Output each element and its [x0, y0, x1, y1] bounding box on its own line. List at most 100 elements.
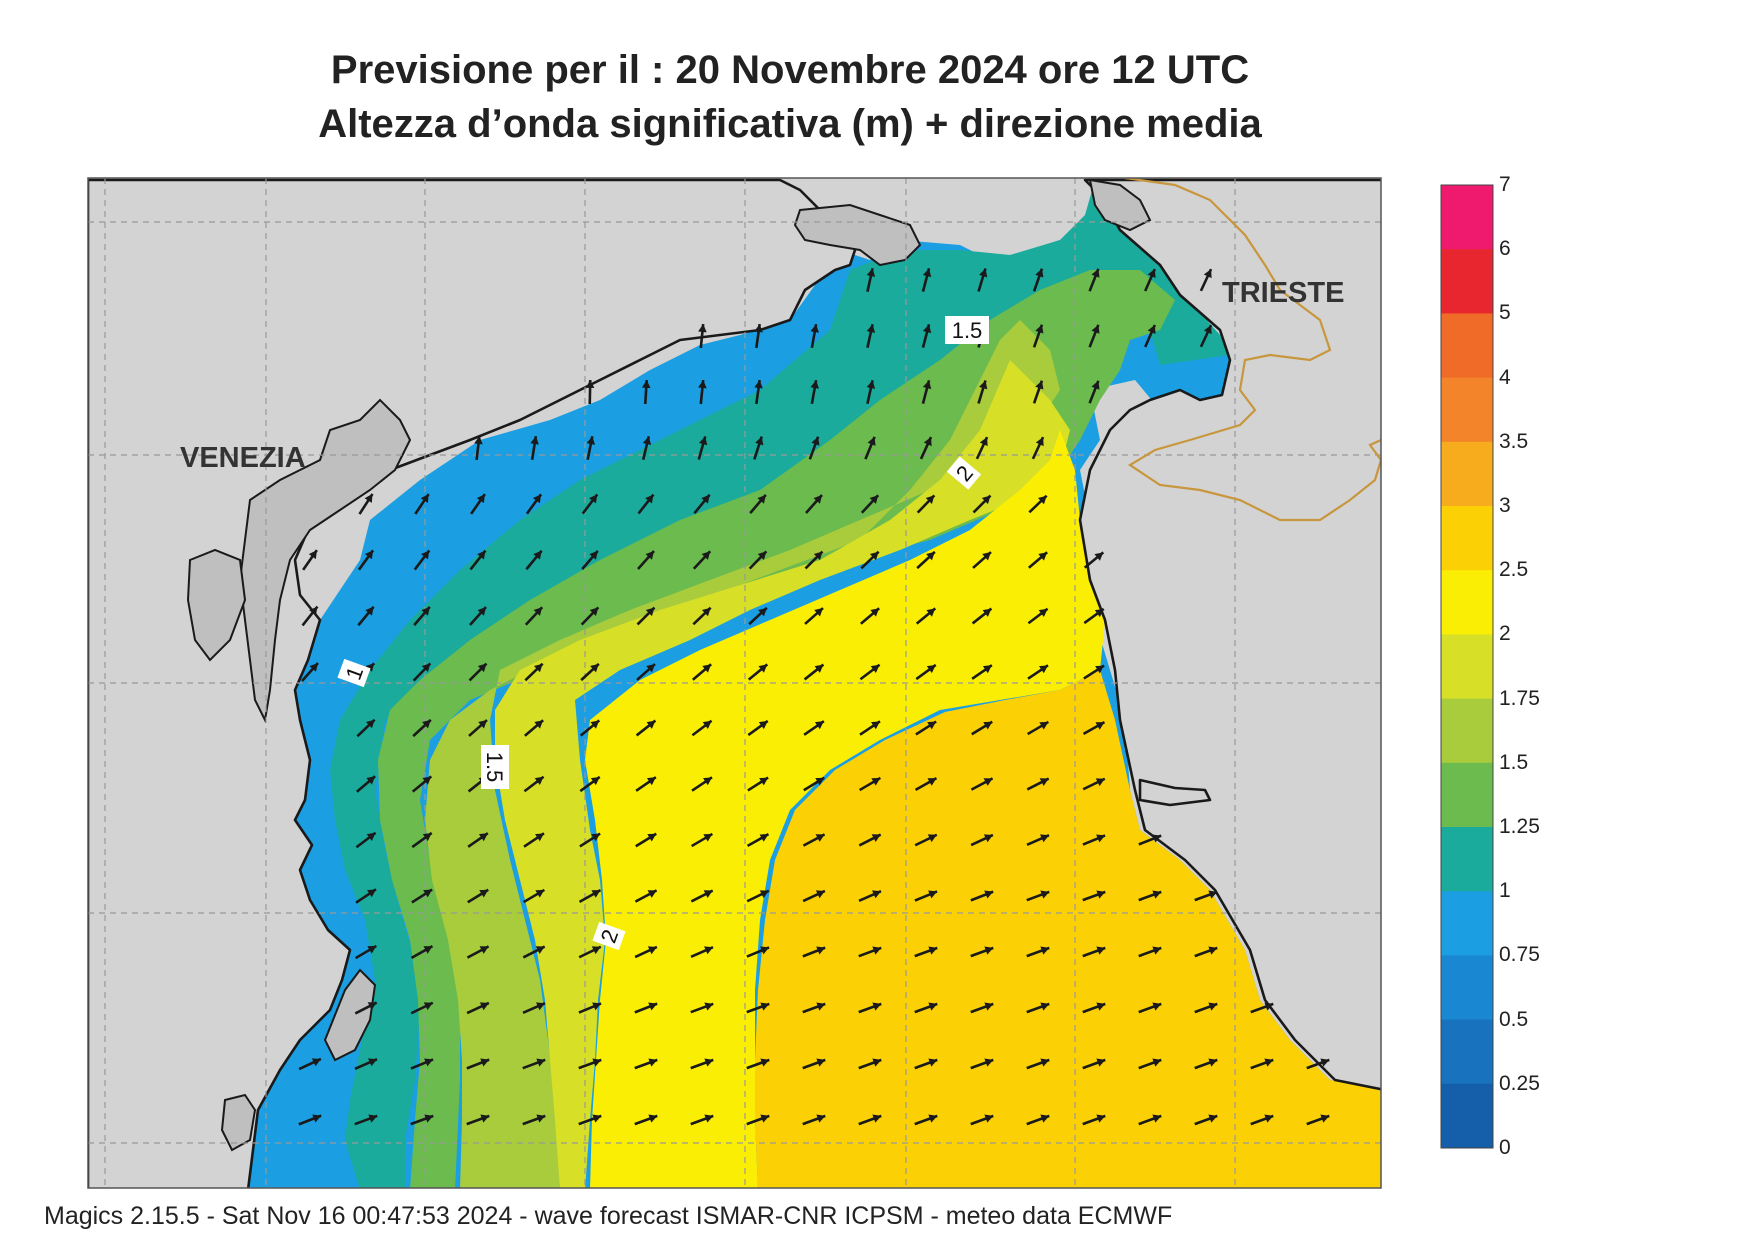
wave-arrow-head	[757, 551, 767, 561]
wave-arrow-head	[424, 1114, 434, 1123]
wave-arrow-head	[589, 607, 599, 617]
wave-arrow-head	[984, 890, 994, 899]
wave-arrow-head	[1040, 1114, 1050, 1123]
wave-arrow-head	[759, 777, 769, 786]
wave-arrow-head	[592, 1058, 602, 1067]
wave-arrow-head	[1208, 1002, 1218, 1011]
band-2-2.5	[585, 430, 1105, 1188]
wave-arrow-head	[1094, 608, 1104, 618]
national-border	[1124, 178, 1381, 522]
place-label-venezia: VENEZIA	[180, 442, 306, 474]
wave-arrow-head	[1152, 1058, 1162, 1067]
wave-arrow-head	[533, 550, 542, 560]
wave-arrow-head	[1037, 495, 1047, 505]
wave-arrow-head	[984, 1114, 994, 1123]
wave-arrow-head	[984, 1002, 994, 1011]
wave-arrow-head	[366, 832, 376, 841]
wave-arrow-head	[872, 946, 882, 955]
wave-arrow-head	[477, 663, 487, 673]
wave-arrow-head	[816, 946, 826, 955]
wave-arrow-head	[871, 834, 881, 842]
wave-arrow-head	[759, 890, 769, 899]
wave-arrow-head	[1095, 665, 1105, 674]
wave-arrow-head	[646, 777, 656, 786]
wave-arrow-head	[591, 833, 601, 842]
wave-arrow-head	[814, 721, 824, 730]
wave-arrow-head	[816, 1058, 826, 1067]
wave-arrow-head	[760, 1002, 770, 1011]
coastline	[88, 178, 1381, 1188]
wave-arrow-head	[591, 946, 601, 955]
wave-arrow-head	[922, 380, 932, 390]
wave-arrow-head	[704, 1002, 714, 1011]
wave-arrow-head	[1091, 324, 1100, 334]
wave-arrow-head	[810, 380, 819, 389]
colorbar-tick-label: 1.5	[1499, 750, 1529, 774]
wave-arrow-head	[1147, 269, 1156, 278]
wave-arrow-head	[979, 437, 988, 447]
wave-arrow-head	[760, 1058, 770, 1067]
colorbar-swatch	[1441, 1019, 1493, 1085]
colorbar-swatch	[1441, 506, 1493, 571]
wave-arrow-head	[814, 608, 823, 617]
colorbar-swatch	[1441, 570, 1493, 635]
wave-arrow-head	[1035, 437, 1044, 447]
wave-arrow-head	[703, 833, 713, 842]
wave-arrow-head	[928, 1114, 938, 1123]
wave-arrow-head	[1039, 721, 1049, 730]
wave-arrow-head	[1096, 946, 1106, 955]
wave-arrow-head	[866, 268, 876, 277]
wave-arrow-head	[1152, 946, 1162, 955]
wave-arrow-head	[701, 607, 711, 617]
wave-arrow-head	[870, 608, 880, 617]
wave-arrow-head	[983, 834, 993, 843]
wave-arrow-head	[533, 663, 543, 673]
wave-arrow-head	[1147, 325, 1156, 334]
wave-arrow-head	[704, 1114, 714, 1123]
wave-arrow-head	[922, 324, 932, 334]
wave-arrow-head	[422, 719, 431, 729]
colorbar-tick-label: 6	[1499, 237, 1511, 261]
wave-arrow-head	[590, 663, 599, 673]
wave-arrow-head	[701, 551, 711, 560]
wave-arrow-head	[1208, 1114, 1218, 1123]
wave-arrow-head	[984, 946, 994, 955]
wave-arrow-head	[647, 890, 657, 898]
wave-arrow-head	[755, 436, 764, 446]
colorbar-swatch	[1441, 955, 1493, 1021]
wave-arrow-head	[983, 778, 993, 786]
wave-arrow-head	[1094, 552, 1104, 561]
colorbar-swatch	[1441, 698, 1493, 764]
colorbar-swatch	[1441, 377, 1493, 443]
wave-arrow-head	[536, 1002, 545, 1011]
wave-arrow-head	[871, 777, 881, 786]
istria-peninsula	[1138, 778, 1212, 807]
wave-arrow-head	[1152, 834, 1162, 843]
wave-arrow-head	[927, 778, 937, 786]
colorbar-swatch	[1441, 313, 1493, 379]
sea-area	[248, 180, 1381, 1188]
wave-arrow-head	[928, 946, 938, 955]
colorbar-tick-label: 2.5	[1499, 558, 1529, 582]
wave-arrow-head	[1040, 1002, 1050, 1011]
colorbar-tick-label: 0.5	[1499, 1007, 1529, 1031]
wave-arrow-head	[367, 889, 376, 898]
colorbar-outline	[1440, 184, 1494, 1149]
wave-arrow-head	[1152, 1114, 1162, 1123]
wave-arrow-head	[704, 1058, 714, 1067]
wave-arrow-head	[479, 946, 489, 954]
wave-arrow-head	[586, 436, 596, 445]
wave-arrow-head	[308, 550, 317, 560]
wave-arrow-head	[982, 552, 991, 561]
wave-arrow-head	[815, 890, 825, 899]
wave-arrow-head	[1096, 1114, 1106, 1123]
wave-arrow-head	[535, 946, 545, 954]
wave-arrow-head	[813, 551, 823, 561]
wave-arrow-head	[815, 834, 825, 842]
wave-arrow-head	[1096, 1002, 1106, 1011]
wave-arrow-head	[534, 720, 544, 729]
wave-arrow-head	[474, 436, 483, 445]
wave-arrow-head	[647, 946, 657, 955]
wave-arrow-head	[927, 834, 937, 843]
wave-arrow-head	[1320, 1114, 1330, 1123]
